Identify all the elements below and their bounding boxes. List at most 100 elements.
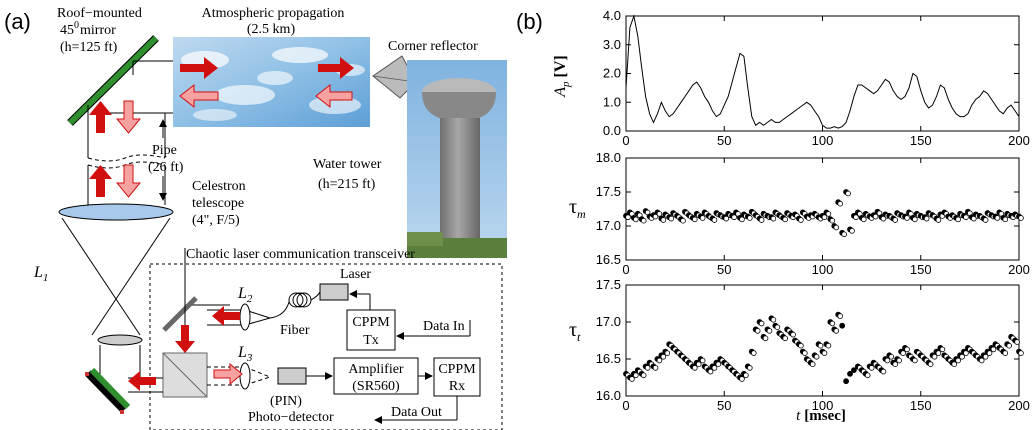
data-point — [656, 211, 663, 217]
y-tick-label: 17.0 — [596, 218, 621, 233]
data-point — [644, 365, 651, 371]
data-point — [695, 361, 702, 368]
lens-L1 — [97, 334, 143, 346]
data-point — [770, 316, 777, 323]
data-point — [978, 357, 985, 364]
x-tick-label: 200 — [1008, 398, 1030, 413]
plot-frame — [625, 284, 1020, 397]
data-point — [747, 215, 753, 221]
data-point — [825, 342, 832, 349]
y-tick-label: 17.5 — [596, 184, 621, 199]
ylabel-ap: Ap[V] — [552, 55, 572, 98]
data-point — [896, 357, 902, 364]
x-tick-label: 50 — [717, 133, 731, 148]
data-point — [723, 215, 730, 222]
lens-L2-label: L2 — [237, 285, 253, 305]
data-point — [892, 217, 899, 223]
data-point — [955, 216, 961, 223]
amplifier-label-2: (SR560) — [352, 379, 400, 394]
data-point — [847, 370, 853, 377]
water-tower-label-2: (h=215 ft) — [318, 177, 376, 192]
telescope-label-2: telescope — [192, 196, 244, 211]
data-point — [927, 361, 934, 368]
data-point — [868, 365, 875, 371]
ylabel-tau-m: τm — [569, 196, 586, 221]
data-point — [766, 328, 773, 334]
data-point — [758, 320, 765, 327]
transceiver-box — [149, 263, 503, 430]
data-point — [770, 215, 777, 222]
panel-b-label: (b) — [516, 9, 543, 34]
plot-frame — [625, 15, 1020, 132]
cppm-rx-box — [433, 357, 481, 397]
sky-image — [173, 37, 370, 127]
data-point — [699, 215, 706, 221]
data-point — [652, 365, 659, 371]
cppm-rx-label-2: Rx — [449, 379, 465, 394]
data-point — [841, 231, 847, 238]
cppm-tx-label-1: CPPM — [352, 315, 390, 330]
data-point — [849, 228, 855, 234]
roof-mirror — [67, 35, 159, 126]
data-point — [656, 357, 663, 364]
x-tick-label: 200 — [1008, 133, 1030, 148]
photodetector-label-2: Photo−detector — [248, 410, 334, 425]
lower-mirror — [89, 367, 131, 410]
transceiver-label: Chaotic laser communication transceiver — [186, 247, 415, 262]
x-tick-label: 150 — [910, 133, 932, 148]
x-tick-label: 50 — [717, 398, 731, 413]
water-tower-label-1: Water tower — [313, 157, 382, 172]
plot-tau-m: 0 50 100 150 200 16.5 17.0 17.5 18.0 — [596, 150, 1030, 277]
data-point — [625, 214, 631, 221]
water-tower-image — [407, 60, 507, 258]
xlabel: t [msec] — [796, 408, 846, 424]
data-point — [1018, 350, 1024, 356]
data-point — [1014, 339, 1020, 345]
telescope-lens — [58, 203, 174, 221]
panel-a: (a) Atmospheric propagation (2.5 km) Cor… — [4, 6, 507, 430]
data-point — [825, 211, 832, 217]
data-point — [880, 368, 887, 375]
data-point — [629, 376, 635, 382]
amplifier-label-1: Amplifier — [348, 362, 404, 377]
data-point — [731, 214, 737, 221]
data-point — [809, 361, 816, 368]
data-point — [802, 350, 808, 356]
data-point — [963, 214, 969, 221]
data-point — [829, 217, 836, 224]
ylabel-tau-t: τt — [569, 319, 581, 344]
data-out-label: Data Out — [391, 405, 442, 420]
data-point — [904, 215, 910, 221]
data-point — [633, 372, 639, 379]
y-tick-label: 4.0 — [603, 8, 621, 23]
corner-reflector-label: Corner reflector — [388, 39, 478, 54]
y-tick-label: 17.5 — [596, 277, 621, 292]
data-point — [813, 353, 820, 360]
data-point — [1002, 216, 1009, 223]
data-point — [912, 357, 918, 364]
lens-L1-label: L1 — [33, 264, 48, 284]
data-point — [798, 217, 804, 223]
data-point — [951, 361, 957, 368]
x-tick-label: 200 — [1008, 262, 1030, 277]
lens-L3 — [239, 362, 251, 390]
cppm-tx-box — [346, 309, 396, 351]
y-tick-label: 17.0 — [596, 314, 621, 329]
lens-L2 — [239, 303, 251, 331]
data-point — [664, 350, 671, 356]
transceiver-arrows — [128, 306, 243, 391]
data-point — [888, 353, 895, 360]
data-point — [817, 342, 824, 349]
data-point — [872, 213, 879, 220]
data-point — [837, 200, 844, 207]
y-tick-label: 0.0 — [603, 123, 621, 138]
mirror-label-1: Roof−mounted — [57, 6, 142, 21]
mirror-label-3: (h=125 ft) — [60, 40, 118, 55]
data-point — [633, 216, 639, 223]
x-tick-label: 150 — [910, 398, 932, 413]
data-point — [660, 353, 667, 360]
data-point — [743, 372, 749, 379]
x-tick-label: 50 — [717, 262, 731, 277]
y-tick-label: 16.5 — [596, 252, 621, 267]
x-tick-label: 150 — [910, 262, 932, 277]
